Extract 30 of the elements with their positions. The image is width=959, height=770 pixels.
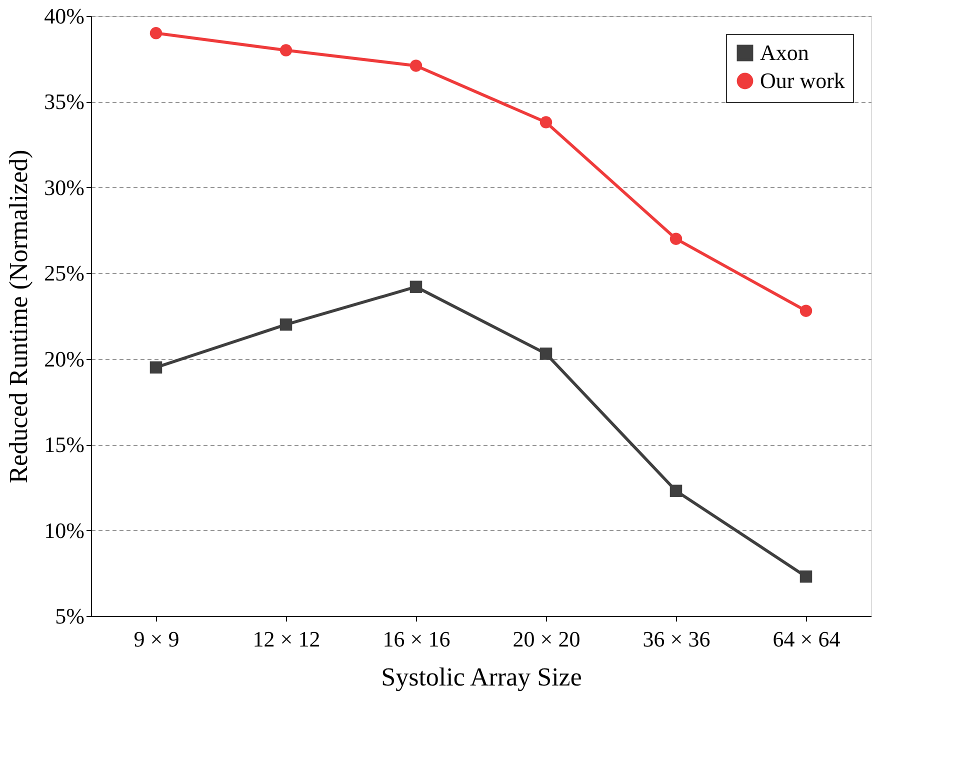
y-tick-label: 10% (44, 518, 84, 543)
point (150, 361, 162, 374)
point (670, 484, 682, 497)
x-axis-title: Systolic Array Size (381, 662, 582, 692)
point (800, 570, 812, 583)
point (540, 116, 552, 128)
x-tick-label: 16 × 16 (382, 626, 450, 652)
point (410, 60, 422, 72)
y-tick-label: 5% (55, 604, 84, 628)
point (410, 280, 422, 293)
y-axis-title: Reduced Runtime (Normalized) (4, 150, 34, 484)
x-tick-label: 9 × 9 (134, 626, 180, 652)
point (540, 348, 552, 360)
legend-label: Our work (760, 68, 845, 93)
point (280, 44, 292, 56)
x-tick-label: 20 × 20 (512, 626, 580, 652)
y-tick-label: 15% (44, 432, 84, 458)
y-tick-label: 20% (44, 346, 84, 372)
x-tick-label: 12 × 12 (252, 626, 320, 652)
point (150, 27, 162, 40)
y-tick-label: 30% (44, 174, 84, 200)
x-tick-label: 64 × 64 (772, 626, 840, 652)
point (800, 304, 812, 317)
x-tick-label: 36 × 36 (642, 626, 710, 652)
y-tick-label: 40% (44, 4, 84, 28)
legend-label: Axon (760, 40, 809, 65)
point (670, 232, 682, 245)
point (280, 318, 292, 331)
y-tick-label: 25% (44, 260, 84, 286)
y-tick-label: 35% (44, 89, 84, 114)
